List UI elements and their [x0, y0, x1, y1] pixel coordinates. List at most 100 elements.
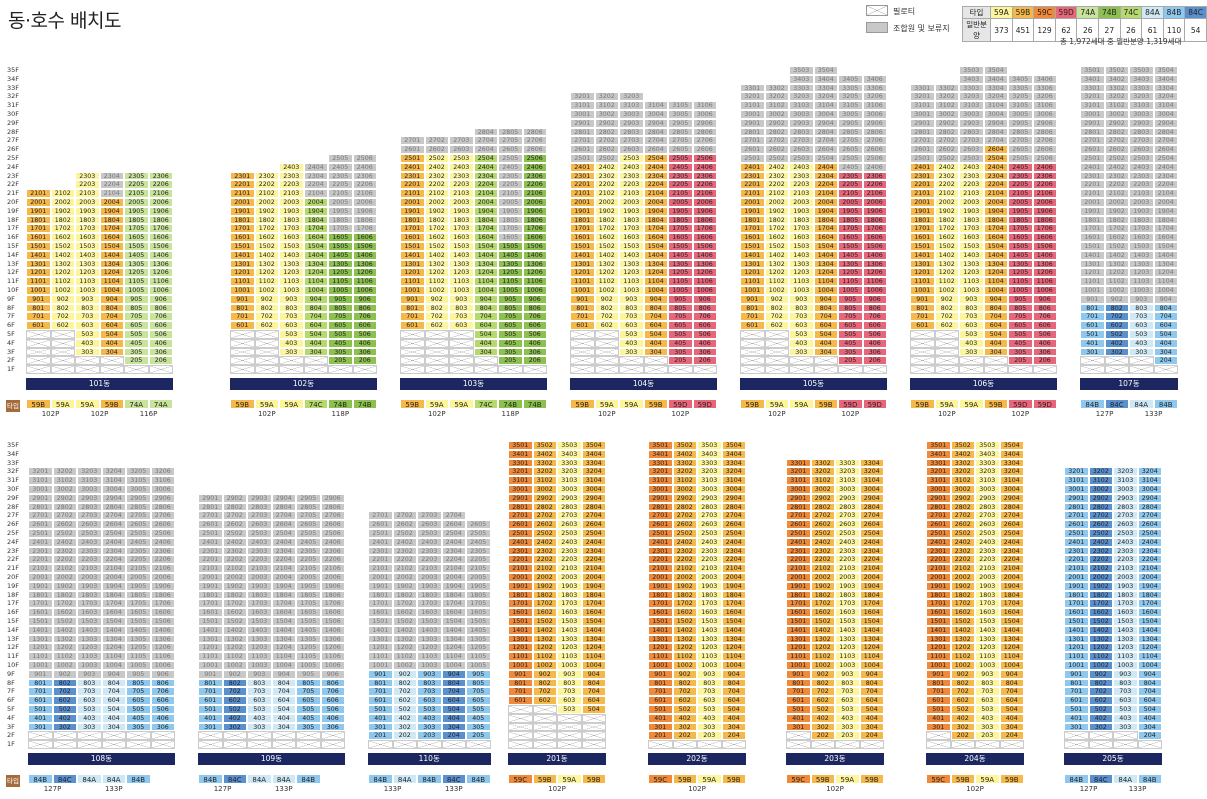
unit-108동-1401: 1401 [28, 625, 53, 635]
unit-104동-604: 604 [643, 321, 668, 330]
unit-105동-3303: 3303 [789, 83, 814, 93]
unit-110동-405: 405 [466, 713, 491, 723]
unit-109동-2301: 2301 [198, 546, 223, 556]
unit-101동-303: 303 [75, 347, 100, 357]
unit-105동-1406: 1406 [862, 250, 887, 260]
unit-205동-1104: 1104 [1137, 652, 1162, 661]
unit-202동-803: 803 [697, 678, 722, 688]
unit-204동-2301: 2301 [926, 546, 951, 556]
unit-205동-904: 904 [1137, 669, 1162, 679]
floor-label: 5F [7, 705, 15, 713]
floor-label: 34F [7, 449, 20, 458]
unit-102동-1604: 1604 [303, 233, 328, 242]
unit-202동-3201: 3201 [648, 467, 673, 477]
unit-107동-901: 901 [1080, 294, 1105, 304]
unit-105동-2004: 2004 [813, 198, 838, 207]
unit-102동-701: 701 [230, 312, 255, 322]
unit-110동-1905: 1905 [466, 581, 491, 591]
unit-108동-1704: 1704 [101, 599, 126, 609]
unit-106동-2705: 2705 [1008, 136, 1033, 146]
pilotis-unit [532, 713, 557, 723]
unit-108동-706: 706 [150, 687, 175, 697]
unit-202동-2801: 2801 [648, 502, 673, 512]
pilotis-unit [740, 356, 765, 366]
unit-103동-805: 805 [498, 303, 523, 313]
unit-205동-3101: 3101 [1064, 476, 1089, 485]
unit-104동-406: 406 [692, 338, 717, 348]
unit-109동-2101: 2101 [198, 564, 223, 573]
unit-105동-1302: 1302 [764, 259, 789, 269]
unit-106동-3406: 3406 [1032, 74, 1057, 84]
unit-109동-1803: 1803 [247, 590, 272, 600]
unit-204동-701: 701 [926, 687, 951, 697]
unit-107동-1301: 1301 [1080, 259, 1105, 269]
unit-104동-3001: 3001 [570, 110, 595, 119]
unit-108동-2806: 2806 [150, 502, 175, 512]
unit-202동-3102: 3102 [672, 476, 697, 485]
floor-label: 7F [7, 687, 15, 696]
floor-label: 7F [7, 312, 15, 321]
unit-201동-1403: 1403 [557, 625, 582, 635]
unit-104동-806: 806 [692, 303, 717, 313]
unit-104동-603: 603 [619, 321, 644, 330]
unit-108동-2703: 2703 [77, 511, 102, 521]
unit-204동-2603: 2603 [975, 520, 1000, 529]
unit-109동-306: 306 [320, 722, 345, 732]
unit-107동-3503: 3503 [1129, 66, 1154, 75]
floor-label: 21F [7, 189, 20, 198]
unit-104동-2106: 2106 [692, 189, 717, 198]
unit-101동-1403: 1403 [75, 250, 100, 260]
unit-103동-1401: 1401 [400, 250, 425, 260]
building-label-202동: 202동 [648, 753, 746, 765]
unit-105동-2206: 2206 [862, 180, 887, 190]
unit-205동-2604: 2604 [1137, 520, 1162, 529]
pilotis-unit [424, 347, 449, 357]
unit-104동-1503: 1503 [619, 242, 644, 251]
unit-204동-3503: 3503 [975, 441, 1000, 450]
unit-106동-2103: 2103 [959, 189, 984, 198]
unit-105동-2203: 2203 [789, 180, 814, 190]
unit-101동-701: 701 [26, 312, 51, 322]
unit-104동-1802: 1802 [594, 215, 619, 225]
unit-109동-2204: 2204 [271, 555, 296, 565]
unit-104동-3006: 3006 [692, 110, 717, 119]
unit-109동-2706: 2706 [320, 511, 345, 521]
unit-105동-903: 903 [789, 294, 814, 304]
unit-202동-1102: 1102 [672, 652, 697, 661]
floor-label: 22F [7, 180, 20, 189]
unit-110동-2601: 2601 [368, 520, 393, 529]
unit-101동-1606: 1606 [148, 233, 173, 242]
unit-103동-2104: 2104 [473, 189, 498, 198]
unit-104동-1106: 1106 [692, 277, 717, 286]
pilotis-unit [813, 356, 838, 366]
unit-104동-2105: 2105 [668, 189, 693, 198]
floor-label: 10F [7, 286, 20, 294]
unit-101동-1501: 1501 [26, 242, 51, 251]
unit-104동-1304: 1304 [643, 259, 668, 269]
unit-106동-3203: 3203 [959, 92, 984, 102]
unit-201동-1602: 1602 [532, 608, 557, 617]
unit-110동-204: 204 [441, 731, 466, 741]
unit-203동-2403: 2403 [835, 537, 860, 547]
pilotis-unit [50, 365, 75, 374]
unit-204동-1902: 1902 [950, 581, 975, 591]
unit-205동-2702: 2702 [1088, 511, 1113, 521]
unit-102동-2505: 2505 [328, 154, 353, 163]
unit-105동-2303: 2303 [789, 171, 814, 181]
unit-104동-1303: 1303 [619, 259, 644, 269]
unit-201동-2401: 2401 [508, 537, 533, 547]
unit-102동-1902: 1902 [254, 206, 279, 216]
unit-109동-2705: 2705 [296, 511, 321, 521]
unit-106동-1104: 1104 [983, 277, 1008, 286]
unit-108동-2905: 2905 [126, 493, 151, 503]
unit-202동-903: 903 [697, 669, 722, 679]
unit-205동-2603: 2603 [1113, 520, 1138, 529]
floor-label: 13F [7, 259, 20, 268]
unit-101동-1002: 1002 [50, 286, 75, 295]
unit-109동-1705: 1705 [296, 599, 321, 609]
type-cell: 59A [697, 774, 722, 784]
unit-104동-2403: 2403 [619, 162, 644, 172]
floor-label: 3F [7, 722, 15, 731]
unit-105동-702: 702 [764, 312, 789, 322]
unit-110동-2304: 2304 [441, 546, 466, 556]
